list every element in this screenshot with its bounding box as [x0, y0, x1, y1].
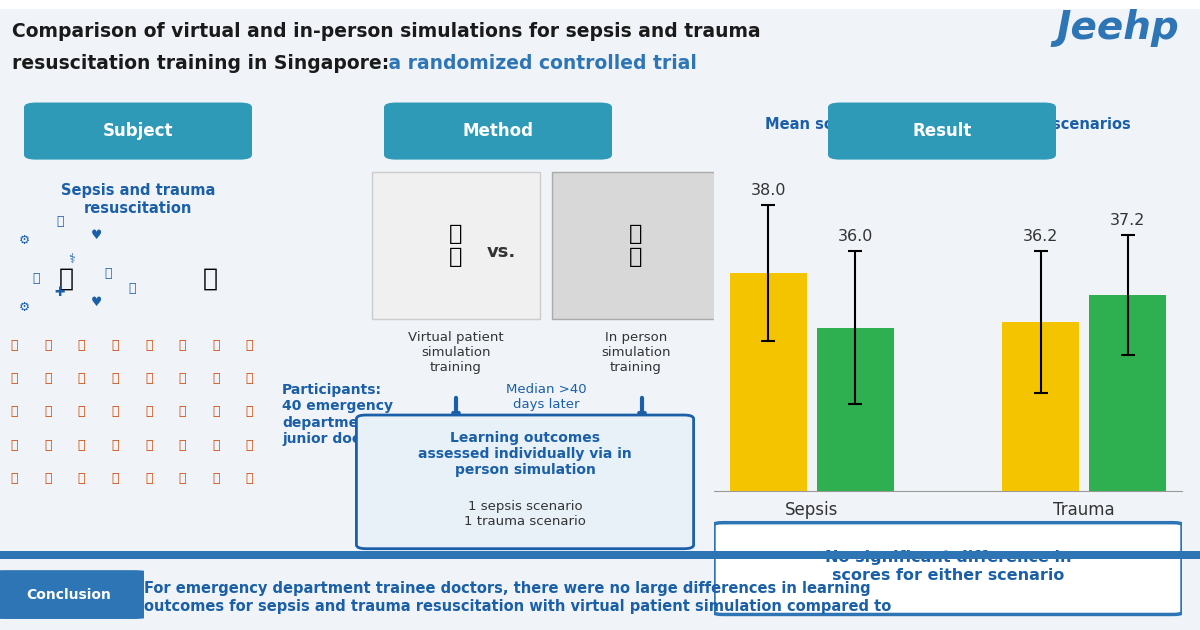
Text: 👤: 👤	[11, 472, 18, 485]
Text: Subject: Subject	[103, 122, 173, 140]
Text: ⚕: ⚕	[68, 253, 76, 266]
Text: 👤: 👤	[44, 438, 52, 452]
Text: In person
simulation
training: In person simulation training	[601, 331, 671, 374]
FancyBboxPatch shape	[0, 570, 144, 619]
Text: 👤: 👤	[112, 438, 119, 452]
Text: 👤: 👤	[212, 372, 220, 385]
Text: ♥: ♥	[90, 229, 102, 242]
Text: 💻
👤: 💻 👤	[449, 224, 463, 267]
Text: 👤: 👤	[78, 472, 85, 485]
Legend: VPS, IPS: VPS, IPS	[872, 551, 1024, 576]
Text: 👤: 👤	[246, 372, 253, 385]
Text: 👤: 👤	[246, 438, 253, 452]
Text: 🔬: 🔬	[56, 215, 64, 228]
Text: Method: Method	[462, 122, 534, 140]
Text: Sepsis and trauma
resuscitation: Sepsis and trauma resuscitation	[61, 183, 215, 216]
FancyBboxPatch shape	[24, 103, 252, 159]
Bar	[0, 551, 1200, 559]
Text: ⚙: ⚙	[18, 301, 30, 314]
Text: 👤: 👤	[212, 338, 220, 352]
Text: 👤: 👤	[179, 438, 186, 452]
Text: 👤: 👤	[78, 372, 85, 385]
Text: 👤: 👤	[145, 372, 152, 385]
Text: 👤: 👤	[145, 472, 152, 485]
FancyBboxPatch shape	[356, 415, 694, 549]
Text: 37.2: 37.2	[1110, 213, 1145, 228]
Text: 👤: 👤	[179, 372, 186, 385]
Bar	[1002, 322, 1079, 630]
Text: 👤: 👤	[145, 438, 152, 452]
Text: 🚶: 🚶	[203, 266, 217, 290]
Text: Conclusion: Conclusion	[26, 588, 112, 602]
Text: No significant difference in
scores for either scenario: No significant difference in scores for …	[824, 551, 1072, 583]
Text: 👤: 👤	[212, 405, 220, 418]
FancyBboxPatch shape	[372, 171, 540, 319]
Text: 👤: 👤	[44, 405, 52, 418]
Text: vs.: vs.	[487, 243, 516, 261]
Text: 👤: 👤	[145, 405, 152, 418]
Bar	[0, 0, 1200, 9]
Text: 👤: 👤	[78, 405, 85, 418]
Text: 👤: 👤	[145, 338, 152, 352]
Text: 👤: 👤	[246, 405, 253, 418]
Text: 👤: 👤	[44, 472, 52, 485]
FancyBboxPatch shape	[714, 523, 1182, 614]
Text: Mean scores in sepsis and trauma scenarios: Mean scores in sepsis and trauma scenari…	[766, 117, 1130, 132]
Text: 👤: 👤	[112, 472, 119, 485]
Text: 👤: 👤	[44, 372, 52, 385]
Text: Participants:
40 emergency
department
junior doctors: Participants: 40 emergency department ju…	[282, 383, 394, 446]
FancyBboxPatch shape	[552, 171, 720, 319]
Text: 38.0: 38.0	[751, 183, 786, 198]
Text: For emergency department trainee doctors, there were no large differences in lea: For emergency department trainee doctors…	[144, 581, 892, 614]
Bar	[731, 273, 806, 630]
Text: 💉: 💉	[32, 272, 40, 285]
Text: 👤: 👤	[11, 372, 18, 385]
Text: 👤: 👤	[179, 338, 186, 352]
Bar	[1090, 295, 1165, 630]
Text: 👤: 👤	[246, 338, 253, 352]
Text: resuscitation training in Singapore:: resuscitation training in Singapore:	[12, 54, 389, 72]
Text: ✚: ✚	[55, 286, 65, 299]
Text: Result: Result	[912, 122, 972, 140]
Text: ♥: ♥	[90, 296, 102, 309]
Text: 36.2: 36.2	[1022, 229, 1058, 244]
Text: 👤: 👤	[11, 438, 18, 452]
Text: 👤: 👤	[11, 405, 18, 418]
Bar	[817, 328, 894, 630]
Text: 95% CI, -1.4 to 5.4
Cohen’s d=0.38: 95% CI, -1.4 to 5.4 Cohen’s d=0.38	[714, 551, 811, 572]
Text: Median >40
days later: Median >40 days later	[505, 383, 587, 411]
Text: 👤: 👤	[112, 338, 119, 352]
Text: 👤: 👤	[179, 405, 186, 418]
Text: 1 sepsis scenario
1 trauma scenario: 1 sepsis scenario 1 trauma scenario	[464, 500, 586, 528]
Text: a randomized controlled trial: a randomized controlled trial	[382, 54, 696, 72]
Text: 👤: 👤	[112, 372, 119, 385]
Text: 👤: 👤	[112, 405, 119, 418]
Text: 95% CI, -4.1 to 2.3
Cohen’s d=0.19: 95% CI, -4.1 to 2.3 Cohen’s d=0.19	[1066, 551, 1163, 572]
Text: 🏠: 🏠	[104, 267, 112, 280]
Text: Virtual patient
simulation
training: Virtual patient simulation training	[408, 331, 504, 374]
Text: 👥
🛏: 👥 🛏	[629, 224, 643, 267]
FancyBboxPatch shape	[828, 103, 1056, 159]
Text: Learning outcomes
assessed individually via in
person simulation: Learning outcomes assessed individually …	[418, 431, 632, 477]
Text: Jeehp: Jeehp	[1056, 9, 1178, 47]
Text: 👤: 👤	[246, 472, 253, 485]
FancyBboxPatch shape	[384, 103, 612, 159]
Text: 👤: 👤	[179, 472, 186, 485]
Text: 👤: 👤	[78, 438, 85, 452]
Text: ⚙: ⚙	[18, 234, 30, 247]
Text: 🏥: 🏥	[59, 266, 73, 290]
Text: 👤: 👤	[212, 472, 220, 485]
Text: 👤: 👤	[78, 338, 85, 352]
Text: Comparison of virtual and in-person simulations for sepsis and trauma: Comparison of virtual and in-person simu…	[12, 22, 761, 41]
Text: 👤: 👤	[11, 338, 18, 352]
Text: 👤: 👤	[44, 338, 52, 352]
Text: 36.0: 36.0	[838, 229, 874, 244]
Text: 🔒: 🔒	[128, 282, 136, 295]
Text: 👤: 👤	[212, 438, 220, 452]
